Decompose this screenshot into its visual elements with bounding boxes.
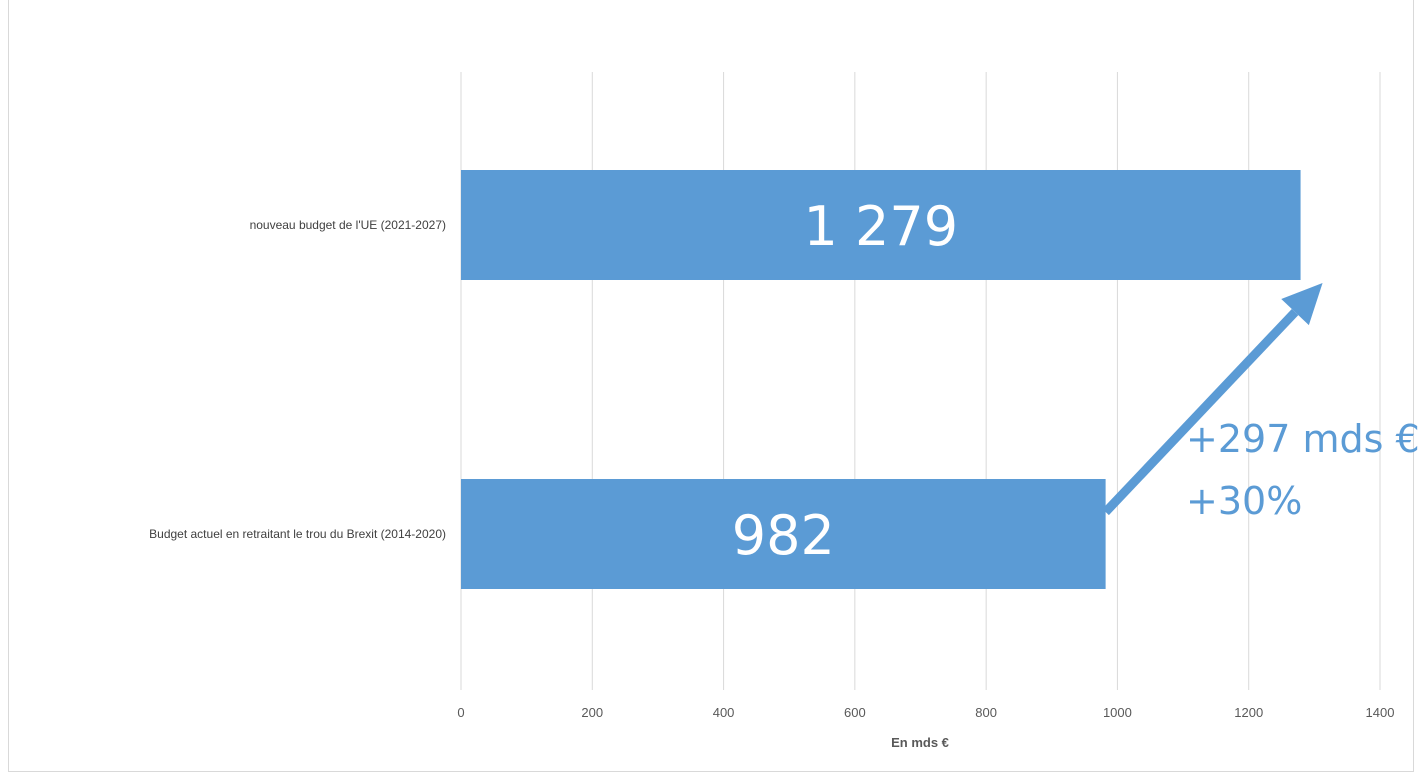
- category-labels: nouveau budget de l'UE (2021-2027) Budget…: [149, 218, 446, 541]
- data-labels: 1 279 982: [732, 195, 958, 567]
- x-tick-label-1400: 1400: [1366, 705, 1395, 720]
- x-tick-label-1000: 1000: [1103, 705, 1132, 720]
- x-tick-label-400: 400: [713, 705, 735, 720]
- bar-1: [461, 479, 1106, 589]
- x-tick-label-800: 800: [975, 705, 997, 720]
- annotation-increase-percent: +30%: [1186, 479, 1302, 523]
- arrow-head: [1281, 283, 1323, 326]
- bar-0: [461, 170, 1301, 280]
- data-label-0: 1 279: [803, 195, 958, 258]
- x-tick-label-0: 0: [457, 705, 464, 720]
- category-label-1: Budget actuel en retraitant le trou du B…: [149, 527, 446, 541]
- x-axis-label: En mds €: [891, 735, 949, 750]
- x-tick-label-1200: 1200: [1234, 705, 1263, 720]
- annotation-increase-amount: +297 mds €: [1186, 417, 1420, 461]
- category-label-0: nouveau budget de l'UE (2021-2027): [250, 218, 446, 232]
- arrow-shaft: [1102, 308, 1299, 516]
- chart-frame: [8, 0, 1414, 772]
- x-tick-label-200: 200: [581, 705, 603, 720]
- bars: [461, 170, 1301, 589]
- data-label-1: 982: [732, 504, 835, 567]
- x-tick-labels: 0 200 400 600 800 1000 1200 1400: [457, 705, 1394, 720]
- gridlines: [460, 72, 1381, 690]
- increase-arrow: [1102, 283, 1323, 516]
- x-tick-label-600: 600: [844, 705, 866, 720]
